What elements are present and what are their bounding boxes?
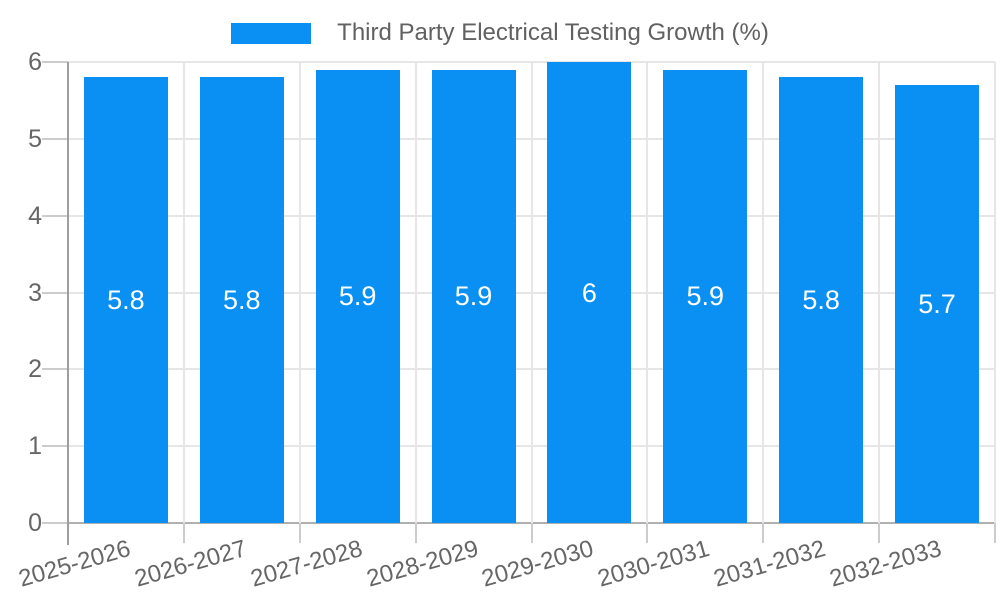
bar-value-label: 5.9 xyxy=(338,281,377,312)
x-axis-tick xyxy=(182,523,185,543)
y-axis-tick xyxy=(42,522,68,524)
chart-legend: Third Party Electrical Testing Growth (%… xyxy=(0,18,1000,48)
bar xyxy=(315,69,400,523)
x-axis-tick xyxy=(414,523,417,543)
bar xyxy=(779,77,864,523)
x-axis-tick xyxy=(530,523,533,543)
y-axis-tick xyxy=(42,137,68,140)
v-gridline xyxy=(762,62,765,523)
bar-value-label: 6 xyxy=(581,277,597,308)
y-axis-tick xyxy=(42,368,68,371)
y-axis-line xyxy=(67,62,69,545)
y-axis-tick xyxy=(42,214,68,217)
bar xyxy=(663,69,748,523)
legend-color-swatch xyxy=(231,22,312,44)
v-gridline xyxy=(530,62,533,523)
y-axis-tick-label: 4 xyxy=(28,201,42,230)
bar xyxy=(83,77,168,523)
bar xyxy=(547,62,632,523)
y-axis-tick-label: 2 xyxy=(28,355,42,384)
y-axis-tick-label: 1 xyxy=(28,432,42,461)
bar xyxy=(895,85,980,523)
v-gridline xyxy=(298,62,301,523)
x-axis-tick xyxy=(298,523,301,543)
y-axis-tick-label: 5 xyxy=(28,124,42,153)
y-axis-tick xyxy=(42,61,68,63)
bar-value-label: 5.7 xyxy=(918,289,956,320)
bar-value-label: 5.9 xyxy=(454,281,493,312)
y-axis-tick xyxy=(42,291,68,294)
v-gridline xyxy=(646,62,649,523)
x-axis-tick xyxy=(994,523,996,543)
bar xyxy=(431,69,516,523)
bar-value-label: 5.8 xyxy=(107,285,145,316)
x-axis-tick xyxy=(762,523,765,543)
bar xyxy=(199,77,284,523)
bar-value-label: 5.8 xyxy=(802,285,840,316)
x-axis-tick xyxy=(878,523,881,543)
v-gridline xyxy=(994,62,996,523)
y-axis-tick-label: 6 xyxy=(28,48,42,76)
v-gridline xyxy=(414,62,417,523)
bar-value-label: 5.8 xyxy=(223,285,261,316)
v-gridline xyxy=(878,62,881,523)
bar-value-label: 5.9 xyxy=(686,281,725,312)
y-axis-tick-label: 3 xyxy=(28,278,42,307)
v-gridline xyxy=(182,62,185,523)
legend-series-label: Third Party Electrical Testing Growth (%… xyxy=(337,19,769,46)
x-axis-tick xyxy=(646,523,649,543)
y-axis-tick xyxy=(42,445,68,448)
y-axis-tick-label: 0 xyxy=(28,509,42,537)
